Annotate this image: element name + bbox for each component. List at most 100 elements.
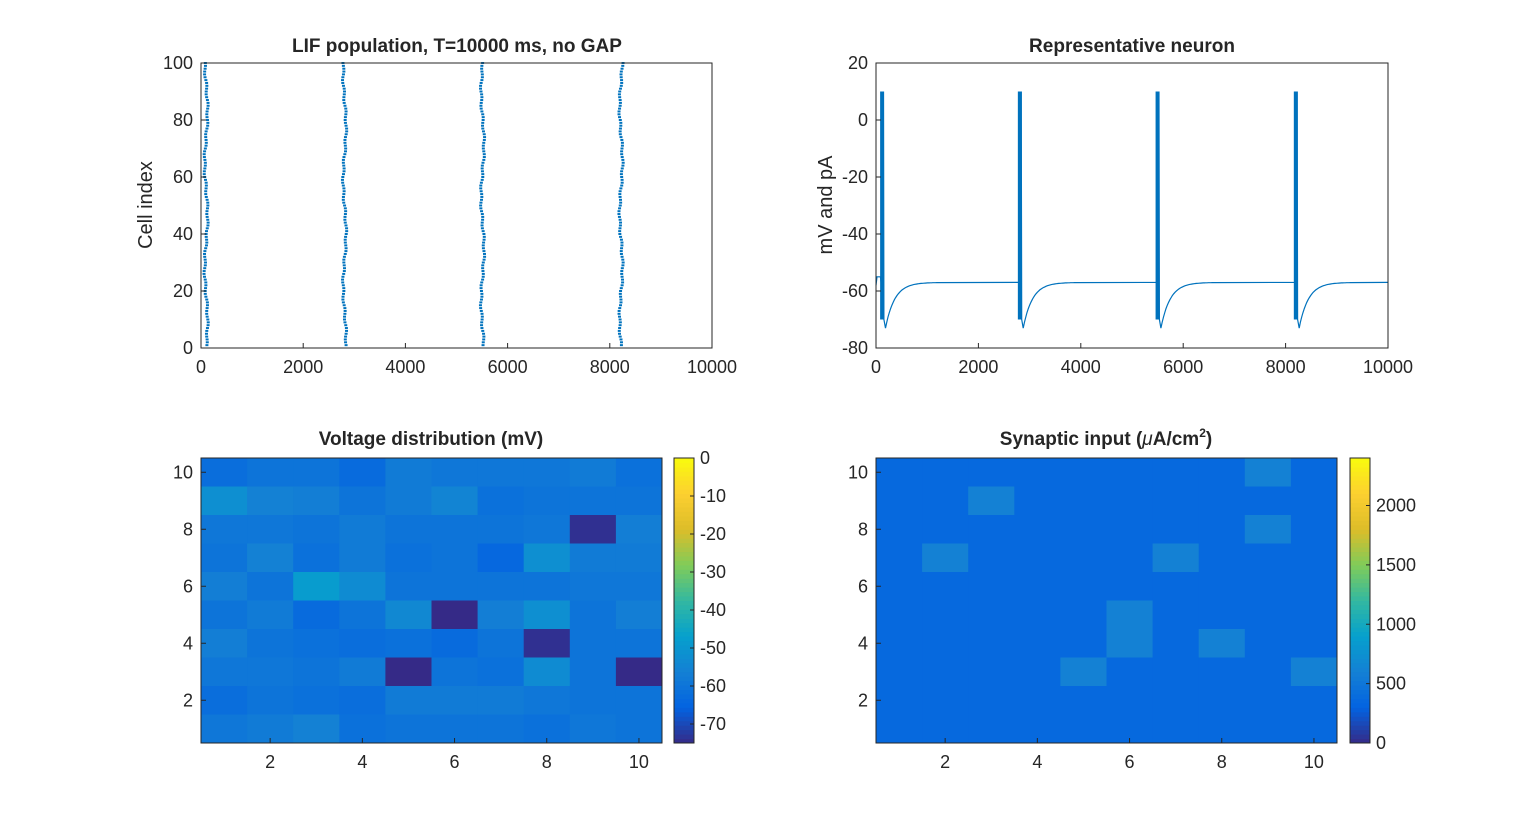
heatmap-cell [523,629,571,658]
spike-marker [481,261,485,264]
spike-marker [481,244,485,247]
heatmap-cell [1244,486,1292,516]
x-tick-label: 4000 [1061,357,1101,377]
spike-marker [618,193,622,196]
colorbar-tick-label: -40 [700,600,726,620]
colorbar-segment [1350,533,1370,539]
spike-marker [342,170,346,173]
spike-marker [481,113,485,116]
x-tick-label: 8000 [1266,357,1306,377]
spike-marker [617,210,621,213]
synaptic-title-text: Synaptic input ( [1000,429,1143,450]
trace-axes-box [875,62,1389,349]
heatmap-cell [293,714,340,744]
spike-marker [618,99,622,102]
spike-marker [481,161,485,164]
y-tick-label: 80 [173,110,193,130]
synaptic-plot-area: 2 4 6 8 10 2 4 6 8 10 [848,458,1338,772]
heatmap-cell [293,458,340,487]
colorbar-tick-label: 0 [700,448,710,468]
spike-marker [342,272,346,275]
spike-marker [621,278,625,281]
colorbar-segment [1350,480,1370,486]
heatmap-cell [1060,486,1107,516]
spike-marker [482,241,486,244]
colorbar-segment [1350,622,1370,628]
heatmap-cell [1198,458,1246,487]
colorbar-segment [1350,524,1370,530]
colorbar-segment [674,475,694,481]
colorbar-segment [674,600,694,606]
spike-marker [341,284,345,287]
spike-marker [619,124,623,127]
spike-marker [202,270,206,273]
colorbar-segment [674,680,694,686]
spike-marker [342,96,346,99]
spike-marker [618,127,622,130]
spike-marker [620,147,624,150]
spike-marker [482,150,486,153]
spike-marker [203,292,207,295]
spike-marker [619,298,623,301]
spike-marker [344,233,348,235]
spike-marker [620,272,624,275]
spike-marker [482,233,486,235]
colorbar-segment [674,569,694,575]
y-tick-label: -20 [842,167,868,187]
spike-marker [343,338,347,341]
spike-marker [342,99,346,102]
spike-marker [341,278,345,281]
spike-marker [480,281,484,284]
spike-marker [203,250,207,253]
heatmap-cell [247,486,294,516]
colorbar-segment [674,515,694,521]
colorbar-segment [674,636,694,642]
spike-marker [619,338,623,341]
heatmap-cell [968,572,1015,601]
spike-marker [482,235,486,238]
y-tick-label: 20 [173,281,193,301]
spike-marker [480,198,484,201]
colorbar-frame [1349,457,1371,744]
heatmap-cell [1290,515,1338,544]
spike-marker [203,147,207,150]
spike-marker [479,187,483,190]
x-tick-label: 6 [450,752,460,772]
colorbar-segment [1350,645,1370,650]
heatmap-cell [431,486,479,516]
spike-marker [202,156,206,159]
spike-marker [344,344,348,347]
colorbar-segment [674,609,694,615]
spike-marker [618,198,622,201]
colorbar-segment [674,604,694,610]
x-tick-label: 6000 [488,357,528,377]
spike-marker [205,230,209,233]
heatmap-cell [339,486,386,516]
spike-marker [344,107,348,110]
spike-marker [345,329,349,332]
spike-marker [620,255,624,258]
colorbar-segment [674,529,694,535]
spike-marker [203,164,207,167]
synaptic-title-unit: A/cm [1153,429,1199,450]
colorbar-tick-label: -20 [700,524,726,544]
colorbar-tick-label: -50 [700,638,726,658]
spike-marker [343,221,347,224]
spike-marker [204,233,208,235]
heatmap-cell [385,458,432,487]
spike-marker [204,133,208,136]
colorbar-segment [1350,631,1370,637]
heatmap-cell [615,572,663,601]
spike-marker [619,341,623,344]
spike-marker [343,307,347,310]
colorbar-segment [1350,466,1370,472]
spike-marker [480,170,484,173]
spike-marker [619,250,623,253]
heatmap-cell [477,686,525,715]
spike-marker [205,304,209,307]
spike-marker [205,210,209,213]
spike-marker [342,255,346,258]
spike-marker [481,121,485,124]
spike-marker [480,318,484,321]
